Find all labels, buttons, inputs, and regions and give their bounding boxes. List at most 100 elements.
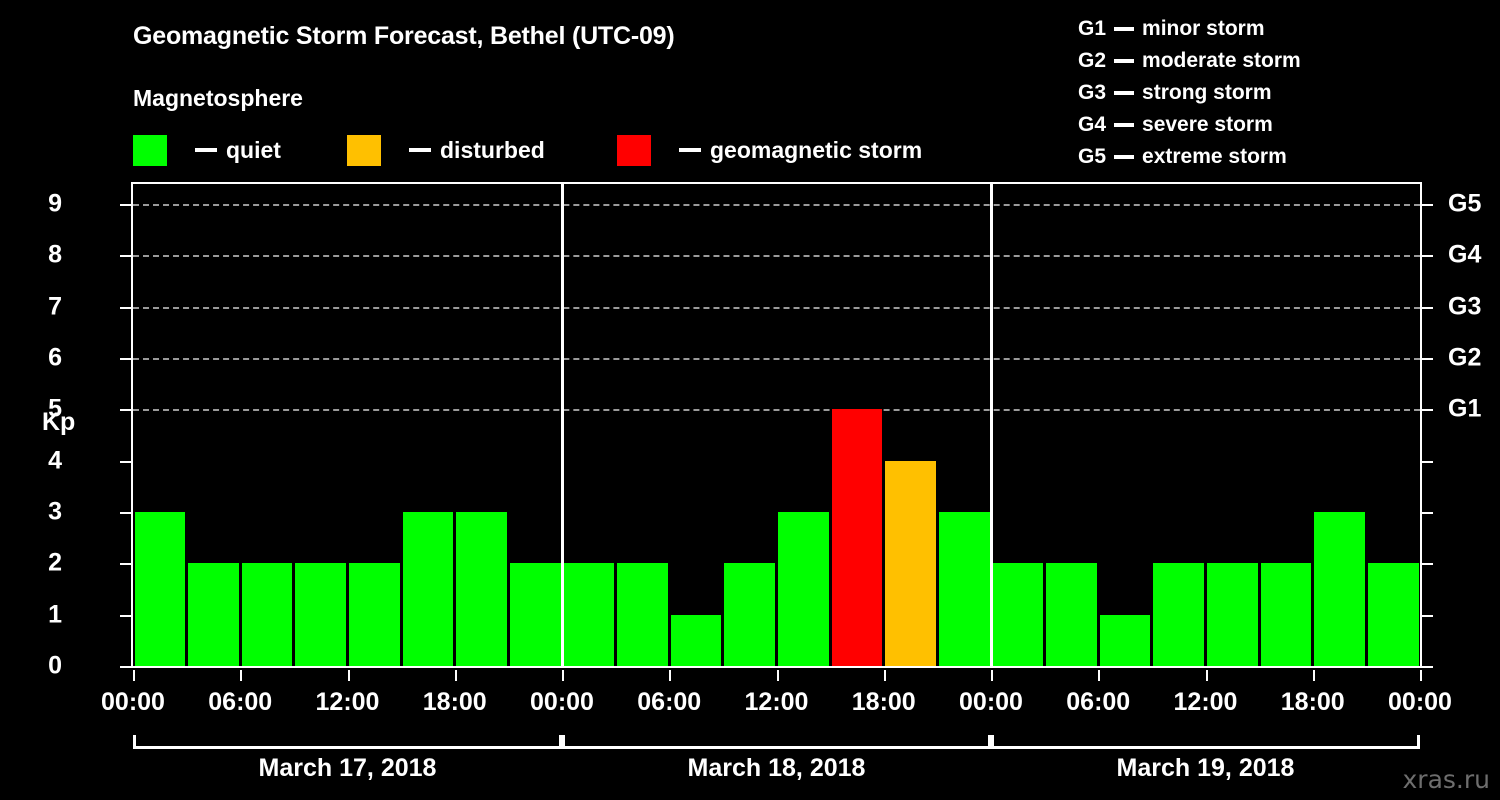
y-tick-label: 6 <box>48 343 62 372</box>
legend-dash-icon <box>409 148 431 152</box>
g-legend-code: G1 <box>1078 17 1107 40</box>
g-scale-legend: G1 minor storm G2 moderate storm G3 strong st… <box>1078 13 1301 173</box>
x-tick <box>240 670 243 681</box>
y-tick-label: 2 <box>48 548 62 577</box>
bar-kp <box>563 563 615 666</box>
x-tick-label: 00:00 <box>959 688 1023 716</box>
g-legend-row-g5: G5 extreme storm <box>1078 141 1301 173</box>
y-tick-left <box>120 460 131 463</box>
y-tick-left <box>120 204 131 206</box>
g-legend-row-g3: G3 strong storm <box>1078 77 1301 109</box>
x-tick <box>1420 670 1422 681</box>
em-dash-icon <box>1114 59 1135 63</box>
y-tick-label: 5 <box>48 394 62 423</box>
date-bracket <box>562 735 991 749</box>
date-label: March 19, 2018 <box>1116 754 1295 782</box>
legend-entry-quiet: quiet <box>133 133 281 167</box>
legend-swatch-disturbed <box>347 134 381 166</box>
bar-kp <box>778 512 829 666</box>
x-tick <box>133 670 135 681</box>
x-tick-label: 00:00 <box>530 688 594 716</box>
bar-kp <box>992 563 1044 666</box>
date-bracket <box>133 735 562 749</box>
y-tick-right <box>1422 204 1433 206</box>
y-tick-left <box>120 306 131 309</box>
x-tick <box>454 670 457 681</box>
g-legend-desc: severe storm <box>1142 113 1273 136</box>
y-tick-label: 3 <box>48 497 62 526</box>
y-tick-left <box>120 409 131 412</box>
bar-kp <box>188 563 239 666</box>
g-legend-row-g4: G4 severe storm <box>1078 109 1301 141</box>
x-tick-label: 00:00 <box>1388 688 1452 716</box>
y-tick-label: 0 <box>48 651 62 680</box>
x-tick <box>991 670 993 681</box>
x-tick <box>562 670 564 681</box>
y-tick-left <box>120 255 131 258</box>
y-tick-label: 4 <box>48 446 62 475</box>
plot-area <box>131 182 1422 668</box>
date-label: March 18, 2018 <box>687 754 866 782</box>
x-tick-label: 18:00 <box>1280 688 1345 716</box>
bar-kp <box>1153 563 1204 666</box>
bar-kp <box>617 563 668 666</box>
x-tick <box>669 670 672 681</box>
bar-kp <box>402 512 454 666</box>
bar-kp <box>1367 563 1419 666</box>
gridline-kp-8 <box>133 255 1420 258</box>
bar-kp <box>1260 563 1312 666</box>
g-legend-code: G4 <box>1078 113 1107 136</box>
bar-kp <box>349 563 400 666</box>
legend-entry-geomagnetic-storm: geomagnetic storm <box>617 133 922 167</box>
g-tick-label-g3: G3 <box>1448 292 1482 321</box>
em-dash-icon <box>1114 91 1135 95</box>
bar-kp <box>509 563 561 666</box>
x-tick <box>883 670 886 681</box>
x-tick-label: 00:00 <box>101 688 165 716</box>
page-title: Geomagnetic Storm Forecast, Bethel (UTC-… <box>133 22 675 50</box>
x-tick-label: 12:00 <box>1173 688 1238 716</box>
legend-dash-icon <box>679 148 701 152</box>
bar-kp <box>1046 563 1097 666</box>
x-tick-label: 18:00 <box>851 688 916 716</box>
date-bracket <box>991 735 1420 749</box>
legend-dash-icon <box>195 148 217 152</box>
watermark: xras.ru <box>1402 765 1491 794</box>
g-tick-label-g1: G1 <box>1448 394 1482 423</box>
em-dash-icon <box>1114 123 1135 127</box>
y-tick-right <box>1422 512 1433 514</box>
y-tick-label: 8 <box>48 240 62 269</box>
legend-swatch-quiet <box>133 134 167 166</box>
gridline-kp-9 <box>133 204 1420 206</box>
x-tick-label: 06:00 <box>637 688 702 716</box>
g-tick-label-g5: G5 <box>1448 189 1482 218</box>
gridline-kp-6 <box>133 358 1420 360</box>
gridline-kp-7 <box>133 306 1420 309</box>
y-tick-right <box>1422 409 1433 412</box>
g-legend-desc: moderate storm <box>1142 49 1301 72</box>
g-legend-desc: minor storm <box>1142 17 1265 40</box>
y-tick-label: 7 <box>48 292 62 321</box>
legend-entry-disturbed: disturbed <box>347 133 545 167</box>
y-tick-right <box>1422 460 1433 463</box>
bar-kp <box>885 460 936 666</box>
bar-kp <box>456 512 507 666</box>
g-tick-label-g4: G4 <box>1448 240 1482 269</box>
g-legend-row-g2: G2 moderate storm <box>1078 45 1301 77</box>
bar-kp <box>1099 614 1151 666</box>
bar-kp <box>1207 563 1258 666</box>
y-axis-label: Kp <box>42 408 76 436</box>
x-tick <box>1205 670 1208 681</box>
x-tick-label: 18:00 <box>422 688 487 716</box>
y-tick-left <box>120 614 131 617</box>
legend-label-quiet: quiet <box>226 136 281 163</box>
y-tick-left <box>120 666 131 668</box>
day-separator <box>989 184 993 666</box>
day-separator <box>560 184 564 666</box>
x-tick <box>1098 670 1101 681</box>
x-tick-label: 06:00 <box>208 688 273 716</box>
x-tick <box>776 670 779 681</box>
y-tick-right <box>1422 563 1433 566</box>
bar-kp <box>134 512 186 666</box>
em-dash-icon <box>1114 27 1135 31</box>
